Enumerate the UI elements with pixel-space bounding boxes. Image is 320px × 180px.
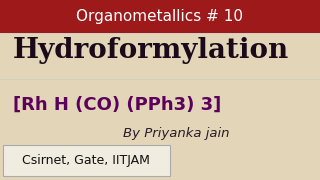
Text: [Rh H (CO) (PPh3) 3]: [Rh H (CO) (PPh3) 3] xyxy=(13,95,221,113)
Text: By Priyanka jain: By Priyanka jain xyxy=(123,127,229,140)
Text: Csirnet, Gate, IITJAM: Csirnet, Gate, IITJAM xyxy=(22,154,150,167)
Bar xyxy=(0,0,320,33)
Text: Organometallics # 10: Organometallics # 10 xyxy=(76,9,244,24)
FancyBboxPatch shape xyxy=(3,145,170,176)
Text: Hydroformylation: Hydroformylation xyxy=(13,37,289,64)
